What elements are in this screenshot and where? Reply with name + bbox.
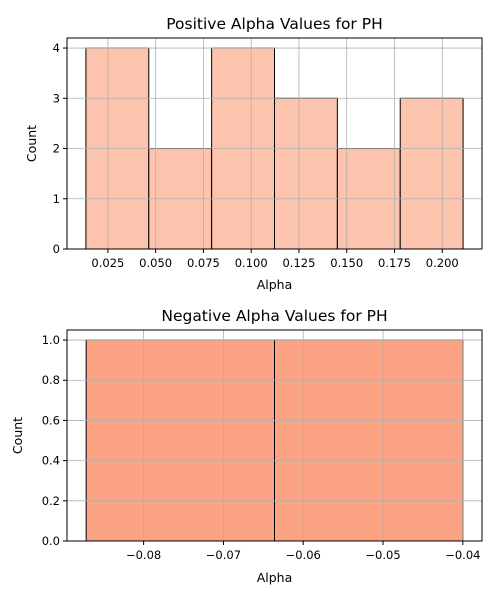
y-tick-label: 0.0	[42, 534, 60, 548]
y-tick-label: 4	[53, 41, 60, 55]
x-tick-label: 0.125	[282, 256, 315, 270]
plot-frame	[66, 329, 483, 542]
negative-alpha-histogram: −0.08 −0.07 −0.06 −0.05 −0.04 0.0 0.2 0.4 0.6 0.8…	[10, 307, 483, 585]
x-tick-label: 0.175	[378, 256, 411, 270]
y-tick-label: 0.8	[42, 373, 60, 387]
histogram-bar	[85, 339, 276, 542]
x-axis-label: Alpha	[257, 277, 293, 292]
chart-title: Negative Alpha Values for PH	[161, 307, 387, 325]
x-tick-label: 0.150	[330, 256, 363, 270]
y-tick-label: 1.0	[42, 333, 60, 347]
y-axis-label: Count	[24, 125, 39, 162]
y-tick-label: 3	[53, 91, 60, 105]
x-axis-label: Alpha	[257, 570, 293, 585]
x-tick-label: 0.200	[426, 256, 459, 270]
x-tick-label: 0.100	[235, 256, 268, 270]
plot-frame	[66, 37, 483, 250]
y-tick-label: 0.2	[42, 494, 60, 508]
x-tick-label: 0.025	[91, 256, 124, 270]
x-tick-label: −0.06	[286, 548, 321, 562]
y-axis-label: Count	[10, 417, 25, 454]
x-tick-label: 0.075	[187, 256, 220, 270]
x-tick-label: −0.07	[206, 548, 241, 562]
x-tick-label: −0.08	[126, 548, 161, 562]
positive-alpha-histogram: 0.025 0.050 0.075 0.100 0.125 0.150 0.175 0.200…	[24, 15, 483, 292]
histogram-bar	[399, 97, 464, 250]
chart-title: Positive Alpha Values for PH	[166, 15, 383, 33]
x-tick-label: −0.04	[445, 548, 480, 562]
y-tick-label: 0	[53, 242, 60, 256]
histogram-bar	[274, 339, 464, 542]
y-tick-label: 0.6	[42, 413, 60, 427]
histogram-bar	[274, 97, 338, 250]
x-tick-label: −0.05	[365, 548, 400, 562]
y-tick-label: 1	[53, 192, 60, 206]
y-tick-label: 0.4	[42, 454, 60, 468]
x-tick-label: 0.050	[139, 256, 172, 270]
y-tick-label: 2	[53, 142, 60, 156]
